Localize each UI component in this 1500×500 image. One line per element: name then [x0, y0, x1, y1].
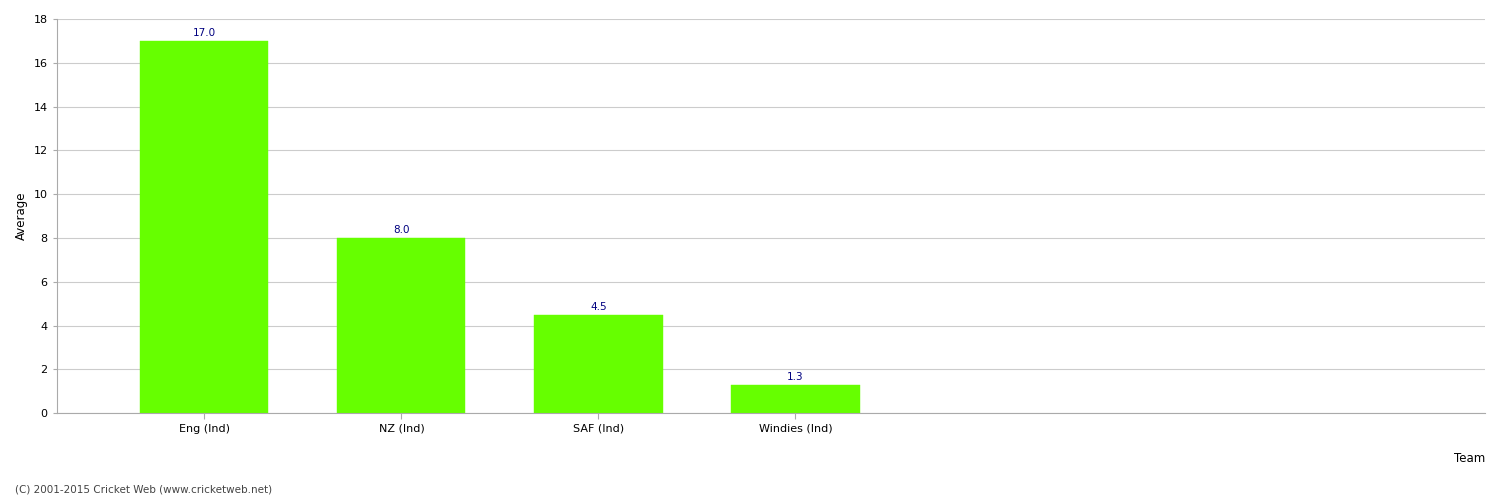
Bar — [732, 384, 860, 413]
Text: 17.0: 17.0 — [194, 28, 216, 38]
Y-axis label: Average: Average — [15, 192, 28, 240]
Text: 4.5: 4.5 — [590, 302, 608, 312]
Bar — [141, 41, 268, 413]
Text: 1.3: 1.3 — [788, 372, 804, 382]
Text: 8.0: 8.0 — [393, 226, 410, 235]
Bar — [338, 238, 465, 413]
Text: (C) 2001-2015 Cricket Web (www.cricketweb.net): (C) 2001-2015 Cricket Web (www.cricketwe… — [15, 485, 272, 495]
Text: Team: Team — [1454, 452, 1485, 465]
Bar — [534, 314, 663, 413]
